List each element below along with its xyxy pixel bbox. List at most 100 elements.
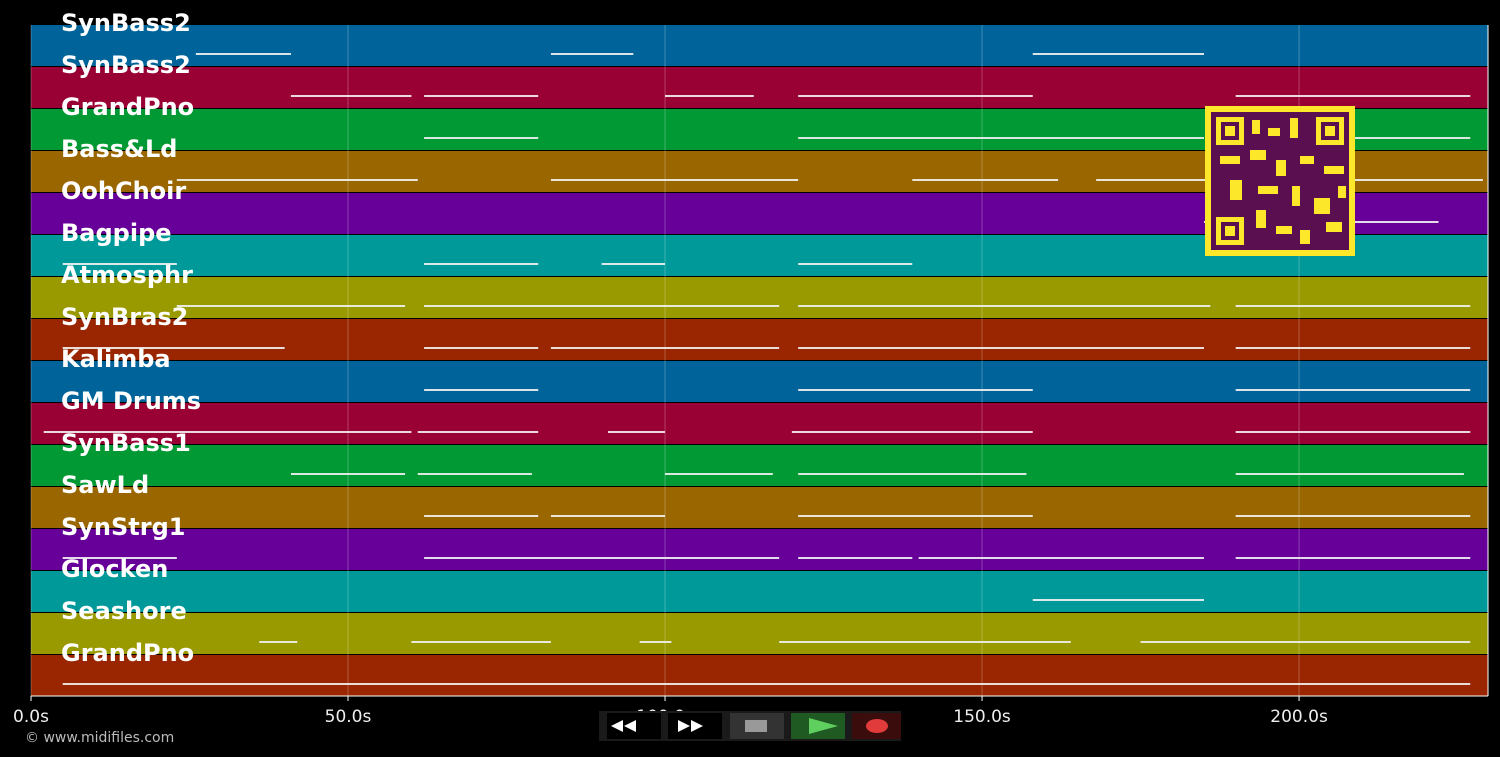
qr-code [1205,106,1355,256]
note-span [798,305,1211,307]
note-span [1235,431,1471,433]
note-span [918,557,1204,559]
track-name: GrandPno [61,639,194,667]
record-button[interactable] [852,713,901,739]
note-span [424,389,539,391]
note-span [912,179,1059,181]
track-row [31,25,1488,66]
track-name: GM Drums [61,387,201,415]
track-name: SynBras2 [61,303,188,331]
note-span [62,557,177,559]
tick-label: 150.0s [953,707,1011,727]
note-span [1032,599,1204,601]
track-name: Seashore [61,597,187,625]
note-span [1235,515,1471,517]
note-span [639,641,672,643]
note-span [798,557,913,559]
note-span [176,305,406,307]
track-row [31,529,1488,570]
tick-label: 50.0s [325,707,372,727]
track-name: SawLd [61,471,149,499]
track-name: SynBass1 [61,429,191,457]
play-button[interactable] [791,713,845,739]
track-name: SynBass2 [61,9,191,37]
note-span [411,641,551,643]
track-row [31,403,1488,444]
track-name: SynStrg1 [61,513,186,541]
note-span [798,137,1204,139]
track-row [31,655,1488,696]
notes [43,53,1483,685]
note-span [176,179,418,181]
track-labels: SynBass2 SynBass2 GrandPno Bass&Ld OohChoir B… [61,9,201,667]
track-row [31,487,1488,528]
note-span [417,431,539,433]
note-span [779,641,1071,643]
note-span [290,95,412,97]
note-span [1235,557,1471,559]
note-span [601,263,666,265]
note-span [195,53,291,55]
tick-label: 0.0s [13,707,49,727]
track-row [31,67,1488,108]
note-span [798,515,1033,517]
note-span [259,641,298,643]
note-span [798,95,1033,97]
note-span [424,137,539,139]
track-name: SynBass2 [61,51,191,79]
note-span [1140,641,1471,643]
tick-label: 200.0s [1270,707,1328,727]
track-row [31,613,1488,654]
note-span [1235,305,1471,307]
note-span [791,431,1033,433]
track-row [31,361,1488,402]
track-name: Atmosphr [61,261,193,289]
note-span [798,347,1204,349]
note-span [798,263,913,265]
note-span [424,305,780,307]
note-span [665,473,773,475]
note-span [1032,53,1204,55]
track-name: Glocken [61,555,168,583]
track-name: Kalimba [61,345,171,373]
copyright: © www.midifiles.com [25,730,174,746]
note-span [62,263,177,265]
note-span [550,179,799,181]
note-span [62,683,1471,685]
track-row [31,319,1488,360]
stop-button[interactable] [730,713,784,739]
note-span [424,515,539,517]
note-span [798,389,1033,391]
rewind-button[interactable] [607,713,661,739]
note-span [62,347,285,349]
note-span [798,473,1027,475]
note-span [550,53,634,55]
track-name: GrandPno [61,93,194,121]
note-span [417,473,532,475]
track-row [31,277,1488,318]
note-span [607,431,666,433]
track-name: Bagpipe [61,219,172,247]
track-row [31,445,1488,486]
note-span [424,557,780,559]
note-span [1235,95,1471,97]
note-span [43,431,412,433]
note-span [1235,389,1471,391]
note-span [424,347,539,349]
note-span [550,347,780,349]
note-span [424,263,539,265]
fast-forward-button[interactable] [668,713,722,739]
track-name: OohChoir [61,177,186,205]
note-span [290,473,406,475]
note-span [424,95,539,97]
note-span [550,515,666,517]
note-span [1235,347,1471,349]
track-row [31,571,1488,612]
note-span [665,95,754,97]
transport-controls [599,711,901,741]
track-name: Bass&Ld [61,135,177,163]
note-span [1235,473,1464,475]
